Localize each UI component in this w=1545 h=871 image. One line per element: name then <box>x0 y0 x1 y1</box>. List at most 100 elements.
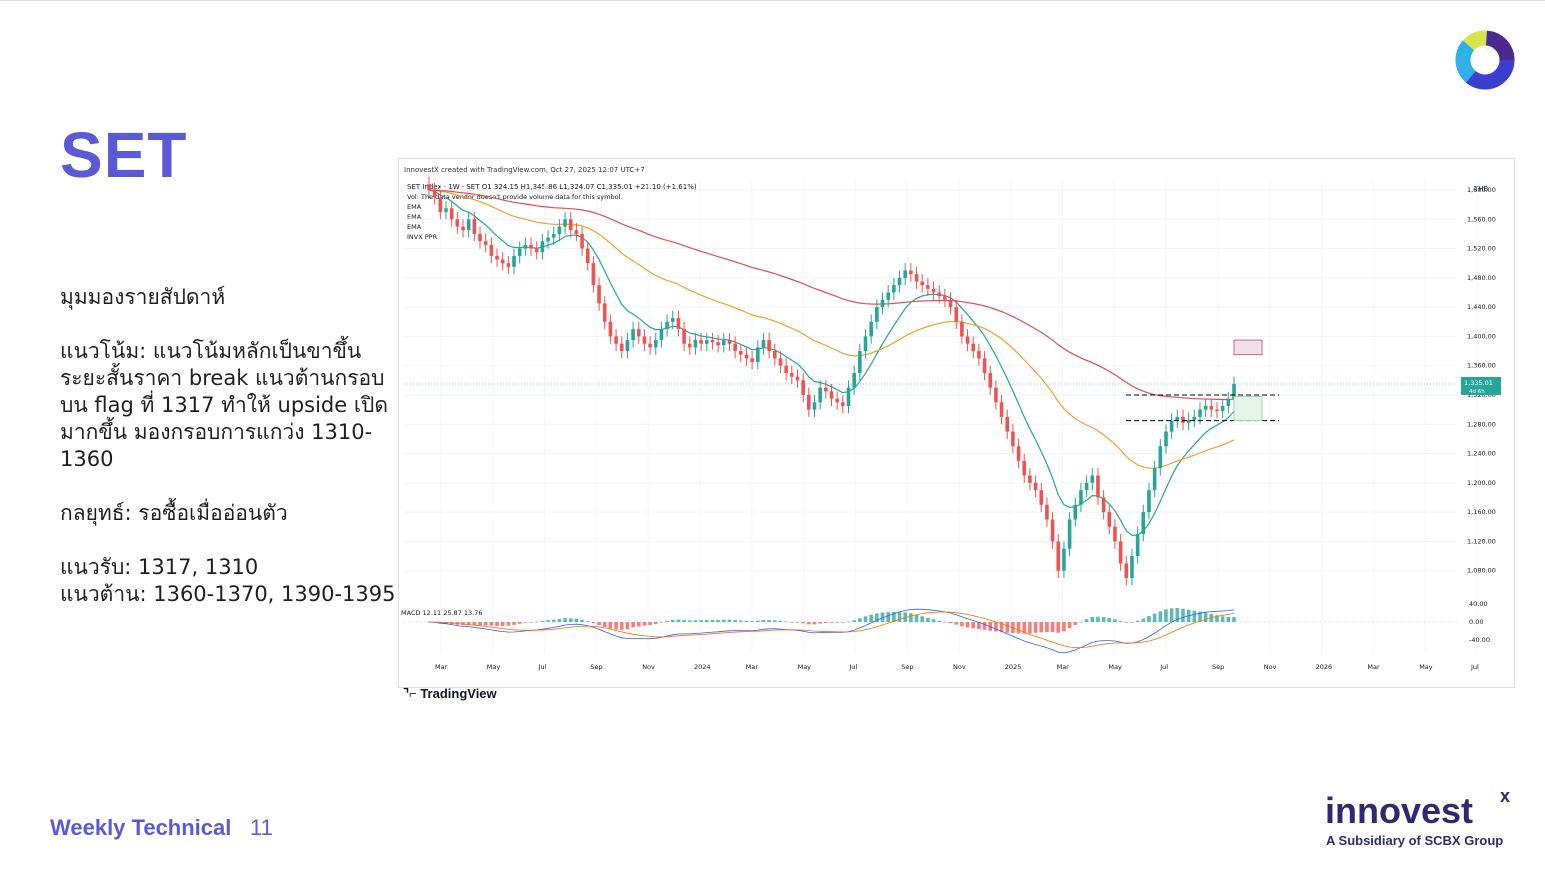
candle-body <box>954 307 959 322</box>
candle-body <box>1084 482 1089 491</box>
candle-body <box>1130 556 1134 579</box>
macd-histogram-bar <box>1073 622 1078 626</box>
x-tick-label: Mar <box>435 663 448 671</box>
candle-body <box>801 380 805 395</box>
target-zone-upper <box>1233 339 1263 356</box>
macd-histogram-bar <box>1056 622 1061 633</box>
top-divider <box>0 0 1545 1</box>
candle-body <box>568 219 573 231</box>
macd-histogram-bar <box>1045 622 1049 633</box>
candle-body <box>614 336 618 344</box>
candle-body <box>829 391 834 399</box>
candle-body <box>750 358 754 363</box>
candle-body <box>580 233 584 249</box>
candle-body <box>1090 475 1095 483</box>
price-chart: InnovestX created with TradingView.com, … <box>398 158 1515 688</box>
macd-histogram-bar <box>495 622 499 626</box>
macd-histogram-bar <box>1079 621 1083 623</box>
candle-body <box>636 329 641 337</box>
macd-histogram-bar <box>1124 622 1129 623</box>
macd-histogram-bar <box>529 622 533 623</box>
x-tick-label: Sep <box>1212 663 1224 671</box>
ema-slow-line <box>428 189 1235 401</box>
chart-legend-indicator: INVX PPR <box>407 233 438 241</box>
macd-histogram-bar <box>931 619 936 622</box>
macd-histogram-bar <box>1033 622 1038 633</box>
macd-histogram-bar <box>818 622 822 624</box>
x-tick-label: Jul <box>848 663 857 671</box>
macd-histogram-bar <box>909 613 913 622</box>
macd-histogram-bar <box>1062 622 1066 632</box>
candle-body <box>790 373 794 377</box>
macd-histogram-bar <box>1232 617 1236 622</box>
candle-body <box>920 281 925 286</box>
y-tick-label: 1,240.00 <box>1467 450 1496 458</box>
candle-body <box>1079 490 1083 505</box>
page-title: SET <box>60 119 188 191</box>
candle-body <box>858 351 862 374</box>
candle-body <box>699 340 703 344</box>
macd-histogram-bar <box>954 622 959 625</box>
candle-body <box>1056 541 1061 571</box>
macd-histogram-bar <box>1028 622 1032 634</box>
macd-histogram-bar <box>948 622 953 624</box>
candle-body <box>988 373 993 388</box>
candle-body <box>892 285 896 293</box>
macd-histogram-bar <box>773 620 777 622</box>
macd-histogram-bar <box>682 619 686 622</box>
macd-histogram-bar <box>670 619 675 622</box>
candle-body <box>597 285 601 304</box>
candle-body <box>733 343 737 352</box>
candle-body <box>483 241 488 245</box>
candle-body <box>563 219 567 227</box>
candle-body <box>818 387 822 403</box>
macd-histogram-bar <box>886 612 890 622</box>
price-chart-svg: InnovestX created with TradingView.com, … <box>401 166 1501 671</box>
y-tick-label: 1,080.00 <box>1467 567 1496 575</box>
candle-body <box>1062 548 1066 571</box>
macd-histogram-bar <box>971 622 976 629</box>
candle-body <box>648 343 652 348</box>
x-tick-label: Nov <box>1264 663 1277 671</box>
macd-histogram-bar <box>466 622 471 625</box>
analysis-support: แนวรับ: 1317, 1310 <box>60 555 259 579</box>
brand-subtitle: A Subsidiary of SCBX Group <box>1326 833 1504 848</box>
candle-body <box>778 358 783 366</box>
candle-body <box>1118 541 1123 564</box>
candle-body <box>512 255 516 267</box>
candle-body <box>977 351 981 359</box>
chart-legend-ema-3: EMA <box>407 223 422 231</box>
tradingview-logo-text: TradingView <box>420 686 497 701</box>
macd-histogram-bar <box>517 622 522 624</box>
macd-histogram-bar <box>546 620 550 622</box>
macd-histogram-bar <box>829 622 834 623</box>
y-tick-label: 1,200.00 <box>1467 479 1496 487</box>
macd-histogram-bar <box>767 619 771 622</box>
candle-body <box>534 248 539 253</box>
candle-body <box>1198 409 1202 417</box>
macd-histogram-bar <box>790 622 794 623</box>
macd-histogram-bar <box>880 612 885 622</box>
candle-body <box>682 329 686 344</box>
candle-body <box>1181 416 1185 423</box>
macd-histogram-bar <box>824 622 828 623</box>
macd-histogram-bar <box>1107 618 1112 622</box>
candle-body <box>1135 534 1140 557</box>
y-tick-label: 1,160.00 <box>1467 508 1496 516</box>
macd-histogram-bar <box>744 620 749 622</box>
macd-histogram-bar <box>727 619 732 622</box>
candle-body <box>523 244 528 249</box>
last-price-tag <box>1461 377 1501 395</box>
candle-body <box>1169 420 1174 432</box>
candle-body <box>619 343 624 352</box>
y-tick-label: 1,280.00 <box>1467 420 1496 428</box>
candle-body <box>1152 468 1157 491</box>
macd-tick-label: -40.00 <box>1469 636 1490 644</box>
macd-histogram-bar <box>926 617 930 622</box>
candle-body <box>727 340 732 344</box>
candle-body <box>1073 504 1078 520</box>
y-tick-label: 1,600.00 <box>1467 186 1496 194</box>
candle-body <box>1141 512 1146 535</box>
y-tick-label: 1,520.00 <box>1467 245 1496 253</box>
macd-histogram-bar <box>687 620 692 622</box>
